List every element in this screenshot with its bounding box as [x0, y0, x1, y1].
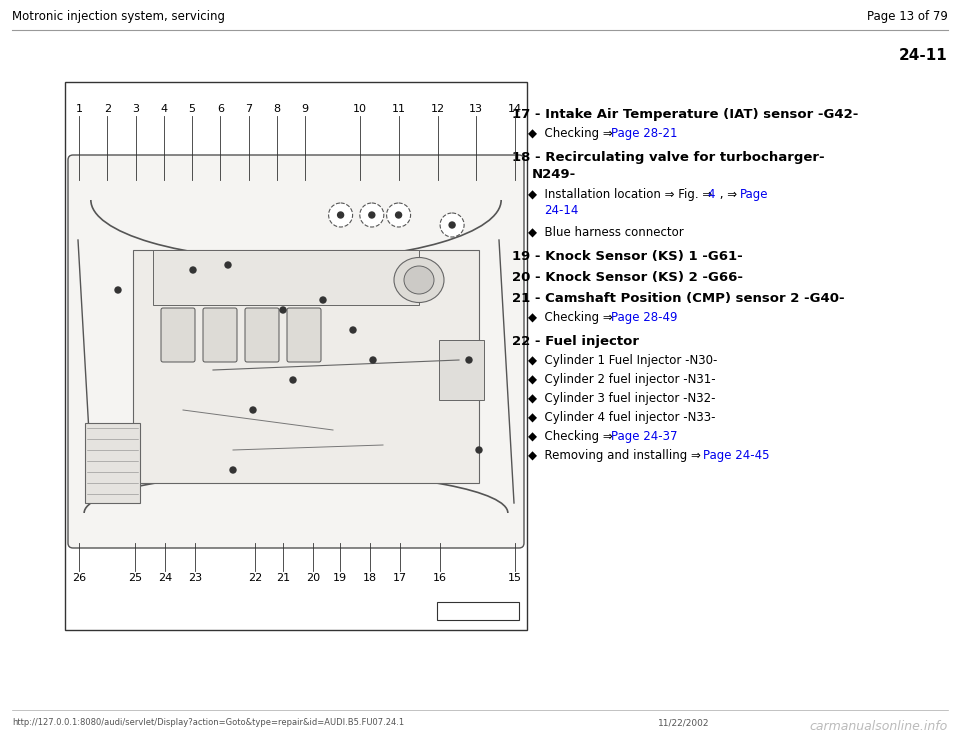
- Text: 7: 7: [245, 104, 252, 114]
- Bar: [439, 340, 484, 400]
- Text: 20 - Knock Sensor (KS) 2 -G66-: 20 - Knock Sensor (KS) 2 -G66-: [512, 271, 743, 284]
- Circle shape: [338, 212, 344, 218]
- FancyBboxPatch shape: [245, 308, 279, 362]
- Text: 24-11: 24-11: [900, 48, 948, 63]
- Text: 6: 6: [217, 104, 224, 114]
- Text: 14: 14: [508, 104, 522, 114]
- Text: Motronic injection system, servicing: Motronic injection system, servicing: [12, 10, 225, 23]
- Text: ◆  Cylinder 2 fuel injector -N31-: ◆ Cylinder 2 fuel injector -N31-: [528, 373, 715, 386]
- Text: 8: 8: [274, 104, 280, 114]
- FancyBboxPatch shape: [287, 308, 321, 362]
- Text: Page 24-37: Page 24-37: [611, 430, 678, 443]
- Text: 4: 4: [707, 188, 714, 201]
- Bar: [85, 423, 140, 503]
- Circle shape: [387, 203, 411, 227]
- FancyBboxPatch shape: [68, 155, 524, 548]
- Circle shape: [280, 307, 286, 313]
- Text: Page 28-49: Page 28-49: [611, 311, 678, 324]
- Text: 16: 16: [433, 573, 447, 583]
- Text: ◆  Installation location ⇒ Fig. ⇒: ◆ Installation location ⇒ Fig. ⇒: [528, 188, 716, 201]
- Circle shape: [290, 377, 296, 383]
- Text: 5: 5: [188, 104, 196, 114]
- Text: 19 - Knock Sensor (KS) 1 -G61-: 19 - Knock Sensor (KS) 1 -G61-: [512, 250, 743, 263]
- Ellipse shape: [404, 266, 434, 294]
- Circle shape: [230, 467, 236, 473]
- Circle shape: [476, 447, 482, 453]
- Circle shape: [449, 222, 455, 228]
- Text: ◆  Checking ⇒: ◆ Checking ⇒: [528, 127, 616, 140]
- Text: 18 - Recirculating valve for turbocharger-: 18 - Recirculating valve for turbocharge…: [512, 151, 825, 164]
- Bar: [133, 250, 479, 483]
- Text: 3: 3: [132, 104, 139, 114]
- Text: ◆  Blue harness connector: ◆ Blue harness connector: [528, 226, 684, 239]
- Text: 17 - Intake Air Temperature (IAT) sensor -G42-: 17 - Intake Air Temperature (IAT) sensor…: [512, 108, 858, 121]
- Circle shape: [115, 287, 121, 293]
- Text: http://127.0.0.1:8080/audi/servlet/Display?action=Goto&type=repair&id=AUDI.B5.FU: http://127.0.0.1:8080/audi/servlet/Displ…: [12, 718, 404, 727]
- Text: 12: 12: [430, 104, 444, 114]
- Text: 18: 18: [363, 573, 377, 583]
- Text: 13: 13: [469, 104, 483, 114]
- Text: 9: 9: [301, 104, 308, 114]
- Circle shape: [320, 297, 326, 303]
- Text: 2: 2: [104, 104, 110, 114]
- Text: ◆  Cylinder 1 Fuel Injector -N30-: ◆ Cylinder 1 Fuel Injector -N30-: [528, 354, 717, 367]
- Text: ◆  Removing and installing ⇒: ◆ Removing and installing ⇒: [528, 449, 705, 462]
- Text: 25: 25: [128, 573, 142, 583]
- Text: 11: 11: [392, 104, 406, 114]
- Text: 22: 22: [248, 573, 262, 583]
- Text: 24-14: 24-14: [544, 204, 578, 217]
- Text: Page 28-21: Page 28-21: [611, 127, 678, 140]
- Circle shape: [328, 203, 352, 227]
- Text: ◆  Checking ⇒: ◆ Checking ⇒: [528, 430, 616, 443]
- Text: Page 24-45: Page 24-45: [703, 449, 770, 462]
- Bar: [437, 602, 519, 620]
- Text: A24-0370: A24-0370: [453, 606, 503, 616]
- Ellipse shape: [394, 257, 444, 303]
- Bar: [153, 250, 419, 305]
- Text: 22 - Fuel injector: 22 - Fuel injector: [512, 335, 639, 348]
- Text: N249-: N249-: [532, 168, 576, 181]
- Text: 21: 21: [276, 573, 290, 583]
- Text: ◆  Cylinder 3 fuel injector -N32-: ◆ Cylinder 3 fuel injector -N32-: [528, 392, 715, 405]
- Circle shape: [190, 267, 196, 273]
- Text: 20: 20: [306, 573, 320, 583]
- Bar: [65, 82, 527, 630]
- Text: 19: 19: [333, 573, 348, 583]
- Circle shape: [225, 262, 231, 268]
- Text: 24: 24: [157, 573, 172, 583]
- Text: 11/22/2002: 11/22/2002: [658, 718, 709, 727]
- Text: 10: 10: [353, 104, 367, 114]
- Text: Page 13 of 79: Page 13 of 79: [867, 10, 948, 23]
- Text: 15: 15: [508, 573, 522, 583]
- Text: 17: 17: [393, 573, 407, 583]
- Text: 21 - Camshaft Position (CMP) sensor 2 -G40-: 21 - Camshaft Position (CMP) sensor 2 -G…: [512, 292, 845, 305]
- Text: 23: 23: [188, 573, 202, 583]
- Circle shape: [370, 357, 376, 363]
- Text: 26: 26: [72, 573, 86, 583]
- Text: 1: 1: [76, 104, 83, 114]
- Circle shape: [466, 357, 472, 363]
- Text: ◆  Cylinder 4 fuel injector -N33-: ◆ Cylinder 4 fuel injector -N33-: [528, 411, 715, 424]
- Text: , ⇒: , ⇒: [716, 188, 741, 201]
- Text: 4: 4: [160, 104, 167, 114]
- FancyBboxPatch shape: [161, 308, 195, 362]
- Circle shape: [369, 212, 374, 218]
- Text: carmanualsonline.info: carmanualsonline.info: [809, 720, 948, 733]
- Circle shape: [350, 327, 356, 333]
- Circle shape: [250, 407, 256, 413]
- Text: ◆  Checking ⇒: ◆ Checking ⇒: [528, 311, 616, 324]
- Text: Page: Page: [740, 188, 769, 201]
- FancyBboxPatch shape: [203, 308, 237, 362]
- Circle shape: [360, 203, 384, 227]
- Circle shape: [440, 213, 464, 237]
- Circle shape: [396, 212, 401, 218]
